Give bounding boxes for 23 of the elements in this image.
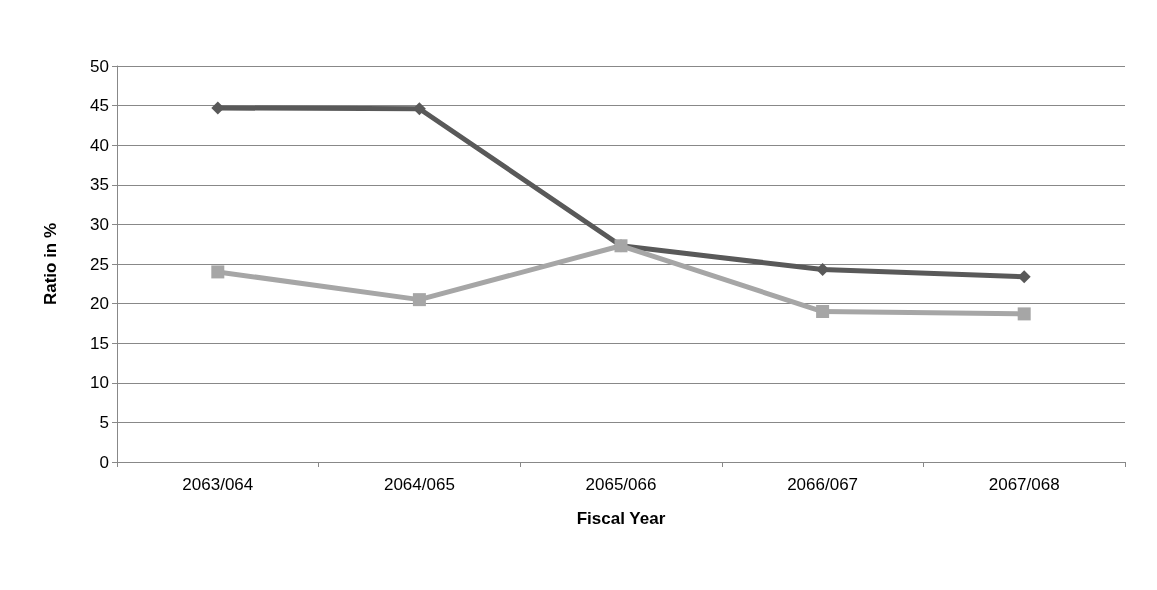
y-tick-label: 35 [90, 175, 109, 195]
y-tick-label: 40 [90, 135, 109, 155]
y-tick-label: 20 [90, 294, 109, 314]
y-tick-label: 5 [99, 412, 109, 432]
x-axis-title: Fiscal Year [576, 509, 666, 528]
y-tick-label: 0 [99, 452, 109, 472]
x-tick-label: 2066/067 [787, 475, 859, 494]
y-tick-label: 10 [90, 373, 109, 393]
point [816, 305, 830, 319]
point [211, 265, 225, 279]
x-tick-label: 2067/068 [988, 475, 1060, 494]
point [412, 293, 426, 307]
x-tick-label: 2064/065 [383, 475, 455, 494]
y-axis-title: Ratio in % [41, 222, 60, 306]
y-tick-label: 25 [90, 254, 109, 274]
y-tick-label: 15 [90, 333, 109, 353]
x-tick-label: 2063/064 [182, 475, 254, 494]
point [816, 263, 830, 277]
x-tick-label: 2065/066 [585, 475, 657, 494]
y-tick-label: 45 [90, 96, 109, 116]
y-tick-label: 50 [90, 56, 109, 76]
y-tick-label: 30 [90, 214, 109, 234]
point [1017, 307, 1031, 321]
